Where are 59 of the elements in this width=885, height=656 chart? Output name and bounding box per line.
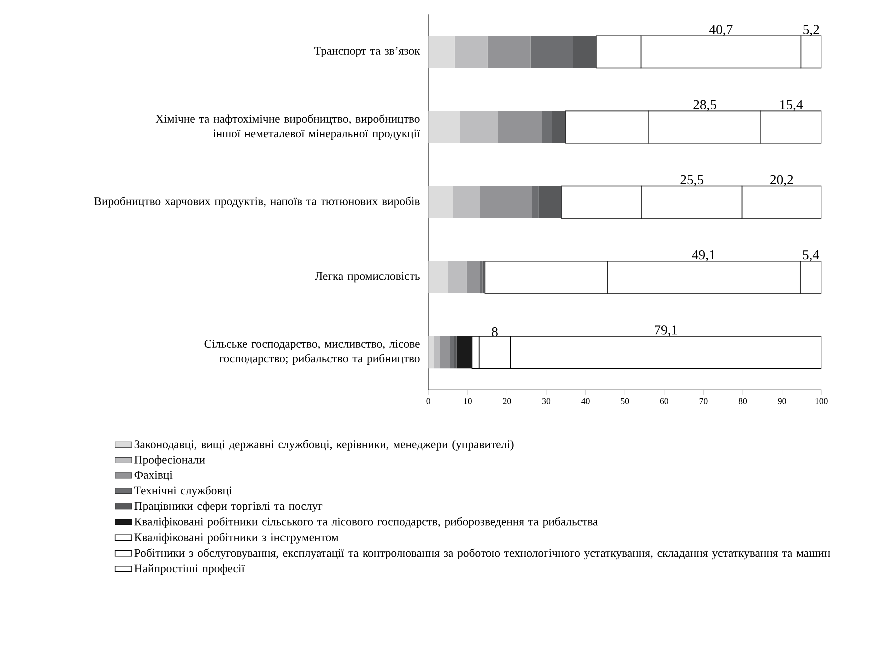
legend-label: Технічні службовці xyxy=(134,486,232,497)
bar xyxy=(428,36,455,68)
bar xyxy=(480,261,483,294)
legend-label: Законодавці, вищі державні службовці, керівники, менеджери (управителі) xyxy=(134,440,514,451)
bar xyxy=(552,111,566,144)
y-tick-label: Хімічне та нафтохімічне виробництво, виробництво іншої неметалевої мінеральної продукції xyxy=(156,114,420,140)
legend-label: Професіонали xyxy=(134,456,206,466)
bar xyxy=(530,36,574,68)
bar xyxy=(428,336,434,368)
bar xyxy=(428,111,460,144)
x-tick-label: 100 xyxy=(816,398,828,404)
data-label: 25,5 xyxy=(680,175,704,186)
bar xyxy=(538,186,562,218)
bar xyxy=(573,36,596,68)
bar xyxy=(460,111,498,144)
bar xyxy=(454,36,488,68)
bar xyxy=(440,336,450,368)
bar xyxy=(532,186,539,218)
bar xyxy=(428,186,454,218)
legend-label: Фахівці xyxy=(134,470,173,481)
data-label: 28,5 xyxy=(694,100,717,112)
bar xyxy=(542,111,552,144)
x-tick-label: 50 xyxy=(621,398,630,404)
y-tick-label: Транспорт та зв’язок xyxy=(314,46,420,58)
x-tick-label: 90 xyxy=(778,398,786,404)
data-label: 40,7 xyxy=(710,25,733,36)
bar xyxy=(434,336,440,368)
y-tick-label: Легка промисловість xyxy=(315,272,420,282)
x-tick-label: 10 xyxy=(464,398,472,404)
bar xyxy=(480,186,532,218)
data-label: 5,2 xyxy=(804,25,820,36)
x-tick-label: 40 xyxy=(582,398,590,404)
data-label: 15,4 xyxy=(780,100,804,112)
legend-label: Кваліфіковані робітники з інструментом xyxy=(134,532,339,544)
bar xyxy=(498,111,542,144)
data-label: 20,2 xyxy=(770,175,794,186)
x-tick-label: 30 xyxy=(542,398,551,404)
legend-label: Найпростіші професії xyxy=(134,564,245,575)
bar xyxy=(456,336,472,368)
x-tick-label: 60 xyxy=(660,398,668,404)
bar xyxy=(453,186,480,218)
bar xyxy=(488,36,531,68)
legend-label: Робітники з обслуговування, експлуатації та контролювання за роботою технологічного устаткування, складання устаткування та машин xyxy=(134,548,830,560)
x-tick-label: 20 xyxy=(503,398,512,404)
x-tick-label: 0 xyxy=(426,398,430,404)
legend-label: Кваліфіковані робітники сільського та лісового господарств, риборозведення та рибальства xyxy=(134,517,598,528)
y-tick-label: Сільське господарство, мисливство, лісове господарство; рибальство та рибництво xyxy=(204,340,420,365)
x-tick-label: 70 xyxy=(700,398,708,404)
bar xyxy=(466,261,480,294)
bar xyxy=(454,336,457,368)
data-label: 49,1 xyxy=(692,250,716,262)
data-label: 5,4 xyxy=(803,250,820,262)
bar xyxy=(450,336,454,368)
legend-label: Працівники сфери торгівлі та послуг xyxy=(134,502,323,512)
bar xyxy=(448,261,467,294)
data-label: 79,1 xyxy=(655,325,678,337)
y-tick-label: Виробництво харчових продуктів, напоїв та тютюнових виробів xyxy=(94,196,420,208)
x-tick-label: 80 xyxy=(738,398,748,404)
bar xyxy=(428,261,448,294)
